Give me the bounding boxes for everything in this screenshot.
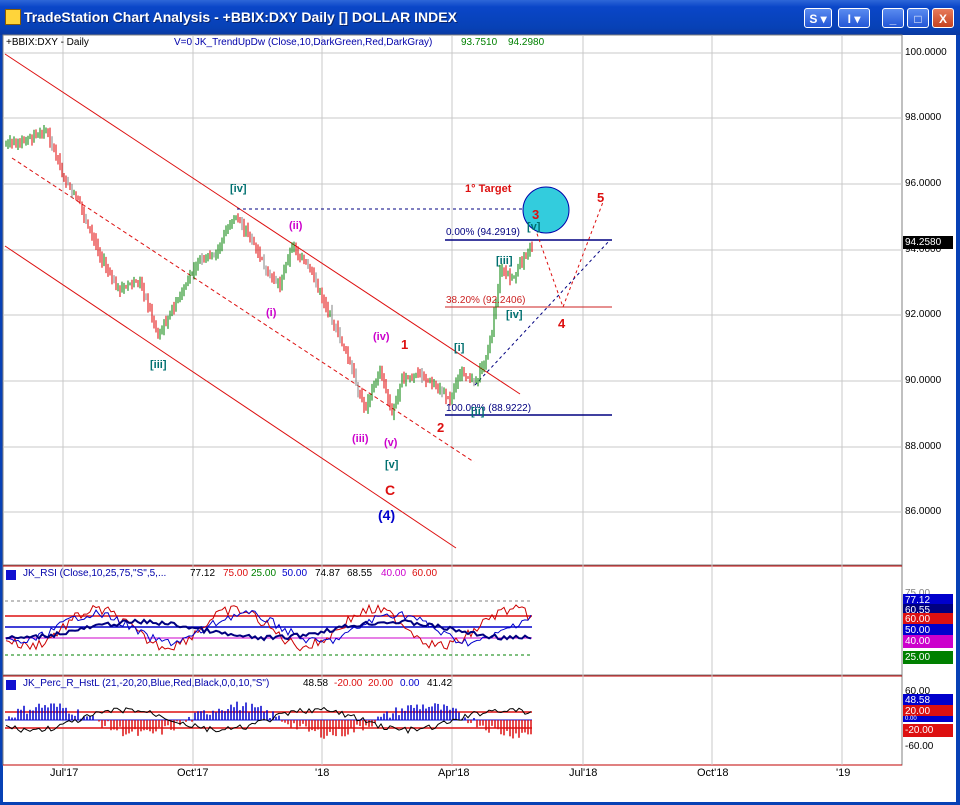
target-circle <box>522 186 570 234</box>
wave-2-label: 2 <box>437 420 445 435</box>
wave-iv-green-label: [iv] <box>230 183 247 195</box>
indicator-value-2: 94.2980 <box>508 37 545 48</box>
wave-v-bracket-label: [v] <box>527 221 541 233</box>
perc-axis-bottom: -60.00 <box>905 741 934 752</box>
rsi-value-8: 60.00 <box>412 568 438 579</box>
trend-channel <box>4 53 521 549</box>
wave-ii-bracket-label: [ii] <box>471 406 485 418</box>
x-tick-jul17: Jul'17 <box>50 767 79 779</box>
x-tick-18: '18 <box>315 767 330 779</box>
window-title: TradeStation Chart Analysis - +BBIX:DXY … <box>24 9 457 25</box>
perc-value-1: 48.58 <box>303 678 329 689</box>
perc-line <box>5 706 532 734</box>
channel-mid-dashed <box>11 157 475 463</box>
wave-i-magenta-label: (i) <box>266 307 277 319</box>
price-tick-86: 86.0000 <box>905 506 942 517</box>
grid-lines <box>4 36 902 765</box>
perc-badge-2: 20.00 <box>903 705 953 718</box>
perc-value-4: 0.00 <box>400 678 420 689</box>
wave-4-blue-label: (4) <box>378 507 396 523</box>
rsi-badge-4: 50.00 <box>903 624 953 637</box>
i-menu-label: I <box>847 12 851 26</box>
perc-badge-1: 48.58 <box>903 694 953 707</box>
price-bars <box>5 124 533 421</box>
chart-client-area <box>3 35 956 802</box>
x-tick-19: '19 <box>836 767 851 779</box>
wave-v-green-label: [v] <box>385 459 399 471</box>
wave-v-magenta-label: (v) <box>384 437 398 449</box>
x-tick-jul18: Jul'18 <box>569 767 598 779</box>
s-menu-button[interactable]: S ▾ <box>804 8 832 28</box>
s-menu-label: S <box>809 12 818 26</box>
maximize-button[interactable]: □ <box>907 8 929 28</box>
minimize-button[interactable]: _ <box>882 8 904 28</box>
rsi-axis-top: 75.00 <box>905 588 930 599</box>
channel-lower-line <box>4 245 457 549</box>
perc-badge-3: 0.00 <box>903 716 953 722</box>
price-tick-88: 88.0000 <box>905 441 942 452</box>
rsi-value-7: 40.00 <box>381 568 407 579</box>
wave-iii-bracket-label: [iii] <box>496 255 513 267</box>
wave-i-bracket-label: [i] <box>454 342 465 354</box>
x-tick-apr18: Apr'18 <box>438 767 470 779</box>
perc-value-2: -20.00 <box>334 678 363 689</box>
fib-382-label: 38.20% (92.2406) <box>446 295 526 306</box>
rsi-value-5: 74.87 <box>315 568 341 579</box>
rsi-label: JK_RSI (Close,10,25,75,"S",5,... <box>23 568 167 579</box>
wave-4-5-projection <box>534 201 604 309</box>
indicator-value-1: 93.7510 <box>461 37 498 48</box>
rsi-badge-5: 40.00 <box>903 635 953 648</box>
rsi-value-1: 77.12 <box>190 568 216 579</box>
fib-100-label: 100.00% (88.9222) <box>446 403 532 414</box>
price-tick-90: 90.0000 <box>905 375 942 386</box>
symbol-label: +BBIX:DXY - Daily <box>6 37 89 48</box>
rsi-badge-1: 77.12 <box>903 594 953 607</box>
wave-iii-magenta-label: (iii) <box>352 433 369 445</box>
tradestation-app-icon <box>5 9 21 25</box>
perc-label: JK_Perc_R_HstL (21,-20,20,Blue,Red,Black… <box>23 678 270 689</box>
perc-value-5: 41.42 <box>427 678 453 689</box>
x-tick-oct18: Oct'18 <box>697 767 729 779</box>
perc-indicator-icon <box>6 680 16 690</box>
rsi-value-4: 50.00 <box>282 568 308 579</box>
rsi-badge-3: 60.00 <box>903 613 953 626</box>
rsi-value-3: 25.00 <box>251 568 277 579</box>
wave-3-label: 3 <box>532 207 540 222</box>
x-tick-oct17: Oct'17 <box>177 767 209 779</box>
rsi-indicator-icon <box>6 570 16 580</box>
window-titlebar: TradeStation Chart Analysis - +BBIX:DXY … <box>0 0 960 35</box>
rsi-signal-line <box>5 609 532 647</box>
wave-iv-magenta-label: (iv) <box>373 331 390 343</box>
fib-0-label: 0.00% (94.2919) <box>446 227 520 238</box>
price-tick-98: 98.0000 <box>905 112 942 123</box>
wave-1-label: 1 <box>401 337 409 352</box>
rsi-value-2: 75.00 <box>223 568 249 579</box>
price-tick-96: 96.0000 <box>905 178 942 189</box>
channel-upper-line <box>4 53 521 395</box>
wave-5-label: 5 <box>597 190 605 205</box>
target-label: 1° Target <box>465 183 512 195</box>
rsi-slow-line <box>5 618 532 642</box>
rsi-value-6: 68.55 <box>347 568 373 579</box>
close-button[interactable]: X <box>932 8 954 28</box>
perc-value-3: 20.00 <box>368 678 394 689</box>
perc-badge-4: -20.00 <box>903 724 953 737</box>
wave-4-red-label: 4 <box>558 316 566 331</box>
rsi-badge-6: 25.00 <box>903 651 953 664</box>
last-price-badge: 94.2580 <box>903 236 953 249</box>
wave-C-label: C <box>385 482 396 498</box>
wave-iii-green-label: [iii] <box>150 359 167 371</box>
price-tick-94: 94.0000 <box>905 244 942 255</box>
price-tick-92: 92.0000 <box>905 309 942 320</box>
i-menu-button[interactable]: I ▾ <box>838 8 870 28</box>
price-tick-100: 100.0000 <box>905 47 947 58</box>
indicator-label: V=0 JK_TrendUpDw (Close,10,DarkGreen,Red… <box>174 37 433 48</box>
perc-axis-top: 60.00 <box>905 686 931 697</box>
wave-ii-magenta-label: (ii) <box>289 220 303 232</box>
rsi-fast-line <box>5 603 532 652</box>
wave-iv-bracket-label: [iv] <box>506 309 523 321</box>
